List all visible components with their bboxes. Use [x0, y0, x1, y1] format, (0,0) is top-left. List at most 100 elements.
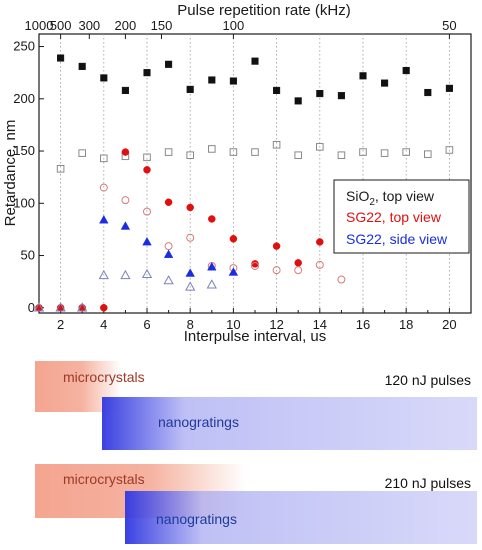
data-point-series-1: [164, 148, 173, 156]
data-point-series-3: [315, 260, 324, 269]
data-point-series-1: [272, 140, 281, 149]
x-tick-label: 12: [269, 317, 283, 332]
data-point-series-3: [337, 275, 346, 284]
data-point-series-5: [98, 269, 109, 280]
nanogratings-band-210nj: [125, 491, 478, 544]
x-tick-label: 14: [313, 317, 327, 332]
data-point-series-3: [186, 233, 195, 242]
data-point-series-1: [337, 151, 346, 160]
data-point-series-1: [424, 150, 432, 158]
data-point-series-0: [78, 62, 86, 70]
data-point-series-0: [316, 90, 324, 98]
y-tick-label: 50: [21, 248, 35, 263]
x-tick-label: 6: [143, 317, 150, 332]
data-point-series-0: [359, 72, 367, 80]
data-point-series-0: [57, 54, 65, 62]
data-point-series-0: [251, 57, 259, 65]
top-tick-label: 150: [151, 18, 173, 33]
data-point-series-5: [33, 302, 45, 312]
data-point-series-3: [251, 261, 259, 270]
top-axis-label: Pulse repetition rate (kHz): [177, 2, 350, 19]
data-point-series-5: [206, 279, 217, 289]
data-point-series-0: [381, 79, 389, 87]
top-tick-label: 100: [223, 18, 245, 33]
data-point-series-5: [77, 302, 88, 312]
data-point-series-0: [229, 77, 237, 85]
data-point-series-5: [55, 302, 66, 312]
y-axis: 0 50 100 150 200 250: [13, 39, 44, 315]
data-point-series-4: [99, 214, 109, 224]
data-point-series-2: [316, 238, 324, 246]
top-tick-label: 300: [78, 18, 100, 33]
x-axis: 2 4 6 8 10 12 14 16 18 20: [57, 308, 472, 332]
data-point-series-1: [380, 149, 389, 157]
data-point-series-1: [294, 151, 302, 160]
grid-lines: [60, 34, 450, 313]
nanogratings-band-120nj: [101, 397, 478, 450]
data-point-series-1: [316, 143, 324, 151]
data-point-series-2: [251, 260, 259, 268]
y-tick-label: 100: [13, 195, 35, 210]
x-tick-label: 10: [226, 317, 240, 332]
x-tick-label: 4: [100, 317, 107, 332]
x-tick-label: 16: [356, 317, 370, 332]
data-point-series-5: [120, 269, 131, 280]
data-point-series-4: [120, 221, 131, 230]
data-point-series-0: [402, 67, 410, 75]
data-point-series-0: [143, 69, 151, 77]
data-point-series-1: [251, 148, 259, 156]
nanogratings-label-120nj: nanogratings: [158, 414, 239, 430]
data-point-series-3: [272, 266, 281, 275]
data-point-series-4: [207, 262, 217, 271]
data-point-series-1: [56, 164, 65, 173]
data-point-series-0: [445, 84, 453, 92]
data-point-series-0: [337, 92, 345, 100]
data-points: [33, 54, 454, 312]
data-point-series-0: [186, 85, 194, 93]
x-tick-label: 20: [442, 317, 456, 332]
data-point-series-0: [294, 97, 302, 105]
x-tick-label: 2: [57, 317, 64, 332]
pulse-energy-label-120nj: 120 nJ pulses: [384, 372, 471, 388]
x-tick-label: 18: [399, 317, 413, 332]
y-tick-label: 0: [28, 300, 35, 315]
data-point-series-3: [99, 183, 108, 192]
data-point-series-2: [143, 166, 151, 174]
x-tick-label: 8: [187, 317, 194, 332]
microcrystals-label-120nj: microcrystals: [63, 369, 145, 385]
top-tick-label: 50: [442, 18, 456, 33]
data-point-series-0: [208, 76, 216, 84]
microcrystals-label-210nj: microcrystals: [63, 471, 145, 487]
legend: SiO2, top view SG22, top view SG22, side…: [333, 179, 470, 254]
data-point-series-1: [143, 153, 151, 162]
data-point-series-3: [121, 196, 130, 205]
data-point-series-0: [121, 86, 129, 94]
y-tick-label: 250: [13, 39, 35, 54]
data-point-series-2: [186, 203, 194, 212]
legend-entry-sio2: SiO2, top view: [346, 188, 435, 208]
data-point-series-5: [163, 275, 174, 285]
pulse-energy-label-210nj: 210 nJ pulses: [384, 475, 471, 491]
data-point-series-4: [228, 267, 239, 276]
data-point-series-1: [402, 148, 410, 156]
data-point-series-4: [163, 249, 174, 258]
y-tick-label: 200: [13, 91, 35, 106]
legend-entry-sg22-top: SG22, top view: [346, 209, 442, 225]
data-point-series-0: [273, 86, 281, 94]
data-point-series-2: [100, 304, 108, 312]
data-point-series-0: [424, 88, 432, 97]
data-point-series-4: [185, 268, 195, 277]
data-point-series-1: [100, 154, 108, 163]
data-point-series-1: [359, 148, 367, 156]
data-point-series-2: [164, 198, 173, 206]
data-point-series-2: [121, 148, 130, 156]
data-point-series-2: [272, 242, 281, 250]
data-point-series-2: [294, 259, 302, 267]
data-point-series-1: [78, 149, 87, 157]
data-point-series-1: [208, 145, 216, 153]
y-axis-label: Retardance, nm: [2, 120, 19, 227]
data-point-series-1: [445, 146, 454, 154]
data-point-series-2: [208, 215, 216, 223]
